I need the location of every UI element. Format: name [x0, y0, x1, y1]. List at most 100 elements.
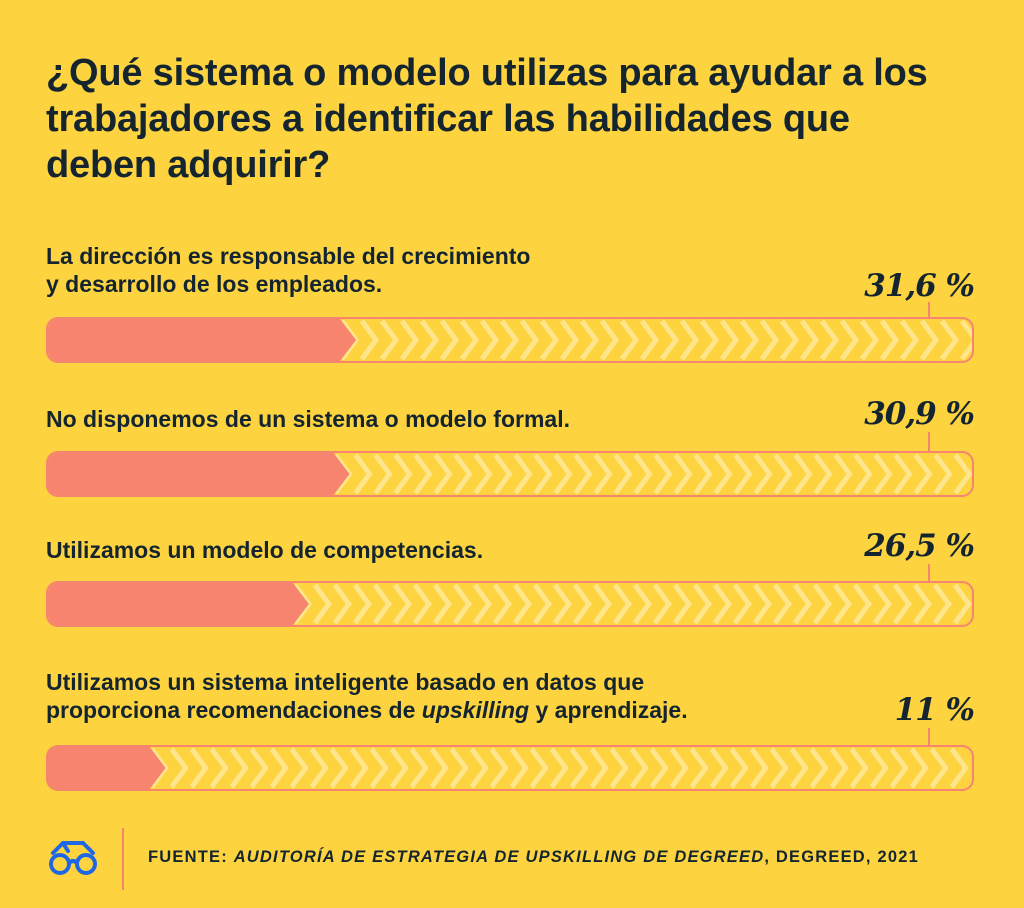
chevron-mark [919, 319, 940, 361]
chevron-mark [959, 319, 972, 361]
value-label: 31,6 % [864, 268, 975, 304]
chevron-mark [493, 453, 513, 495]
chevron-mark [912, 583, 932, 625]
chevron-mark [229, 747, 249, 789]
degreed-logo [48, 838, 98, 883]
bar-label-part: proporciona recomendaciones de [46, 697, 422, 723]
chevron-mark [612, 583, 632, 625]
chevron-mark [593, 453, 613, 495]
chevron-mark [499, 319, 520, 361]
chevron-mark [249, 747, 269, 789]
glasses-icon [49, 841, 97, 875]
chevron-mark [859, 319, 880, 361]
chevron-mark [579, 319, 600, 361]
chevron-mark [699, 319, 720, 361]
chevron-mark [629, 747, 649, 789]
chevron-mark [429, 747, 449, 789]
chevron-mark [479, 319, 500, 361]
chevron-mark [752, 583, 772, 625]
source-note: FUENTE: AUDITORÍA DE ESTRATEGIA DE UPSKI… [148, 848, 919, 867]
chevron-mark [573, 453, 593, 495]
chevron-mark [729, 747, 749, 789]
bar-fill [48, 319, 356, 361]
chevron-mark [852, 583, 872, 625]
bar-label-line: y desarrollo de los empleados. [46, 271, 383, 297]
chevron-mark [353, 453, 373, 495]
chevron-mark [879, 319, 900, 361]
bar-fill [48, 453, 350, 495]
chevron-mark [713, 453, 733, 495]
chevron-mark [779, 319, 800, 361]
value-label: 30,9 % [864, 396, 975, 432]
chevron-mark [709, 747, 729, 789]
bar-label-line: Utilizamos un sistema inteligente basado… [46, 669, 645, 695]
chevron-mark [732, 583, 752, 625]
chevron-mark [733, 453, 753, 495]
chevron-mark [913, 453, 933, 495]
bar-label-line: La dirección es responsable del crecimie… [46, 243, 531, 269]
chevron-mark [632, 583, 652, 625]
chevron-mark [412, 583, 432, 625]
source-title: AUDITORÍA DE ESTRATEGIA DE UPSKILLING DE… [233, 848, 765, 866]
chevron-mark [889, 747, 909, 789]
chevron-mark [392, 583, 412, 625]
chevron-mark [169, 747, 189, 789]
bar-label-emphasis: upskilling [421, 697, 530, 723]
chevron-mark [952, 583, 972, 625]
chevron-mark [773, 453, 793, 495]
chevron-mark [312, 583, 332, 625]
bar-label-line: Utilizamos un modelo de competencias. [46, 537, 484, 563]
chevron-mark [459, 319, 480, 361]
chevron-mark [552, 583, 572, 625]
chevron-mark [332, 583, 352, 625]
value-label: 11 % [894, 692, 975, 728]
chevron-mark [393, 453, 413, 495]
chevron-mark [749, 747, 769, 789]
chevron-mark [599, 319, 620, 361]
chevron-mark [689, 747, 709, 789]
chevron-mark [809, 747, 829, 789]
chevron-mark [712, 583, 732, 625]
chevron-mark [589, 747, 609, 789]
chevron-mark [849, 747, 869, 789]
chevron-mark [812, 583, 832, 625]
source-prefix: FUENTE: [148, 848, 234, 866]
chevron-mark [572, 583, 592, 625]
chevron-mark [512, 583, 532, 625]
chevron-mark [869, 747, 889, 789]
chart-title: ¿Qué sistema o modelo utilizas para ayud… [46, 52, 928, 186]
chevron-mark [189, 747, 209, 789]
chevron-mark [853, 453, 873, 495]
chevron-mark [659, 319, 680, 361]
chevron-mark [209, 747, 229, 789]
chevron-mark [372, 583, 392, 625]
chevron-mark [933, 453, 953, 495]
bar-row: La dirección es responsable del crecimie… [46, 240, 975, 370]
chevron-mark [269, 747, 289, 789]
chevron-mark [559, 319, 580, 361]
bar-label-line: proporciona recomendaciones de upskillin… [46, 696, 806, 724]
chevron-mark [519, 319, 540, 361]
chevron-mark [592, 583, 612, 625]
chevron-mark [789, 747, 809, 789]
chevron-mark [449, 747, 469, 789]
chevron-mark [379, 319, 400, 361]
chevron-mark [692, 583, 712, 625]
chevron-mark [939, 319, 960, 361]
chevron-mark [549, 747, 569, 789]
bar-label-part: y aprendizaje. [529, 697, 688, 723]
bar-svg [48, 747, 972, 789]
chevron-mark [832, 583, 852, 625]
chevron-mark [872, 583, 892, 625]
chevron-mark [739, 319, 760, 361]
chevron-mark [553, 453, 573, 495]
source-divider [122, 828, 124, 890]
source-suffix: , DEGREED, 2021 [764, 848, 919, 866]
chevron-mark [569, 747, 589, 789]
bar-row: No disponemos de un sistema o modelo for… [46, 394, 975, 504]
chevron-mark [359, 319, 380, 361]
value-tick [928, 564, 930, 582]
chevron-mark [669, 747, 689, 789]
chevron-mark [469, 747, 489, 789]
value-label: 26,5 % [864, 528, 975, 564]
